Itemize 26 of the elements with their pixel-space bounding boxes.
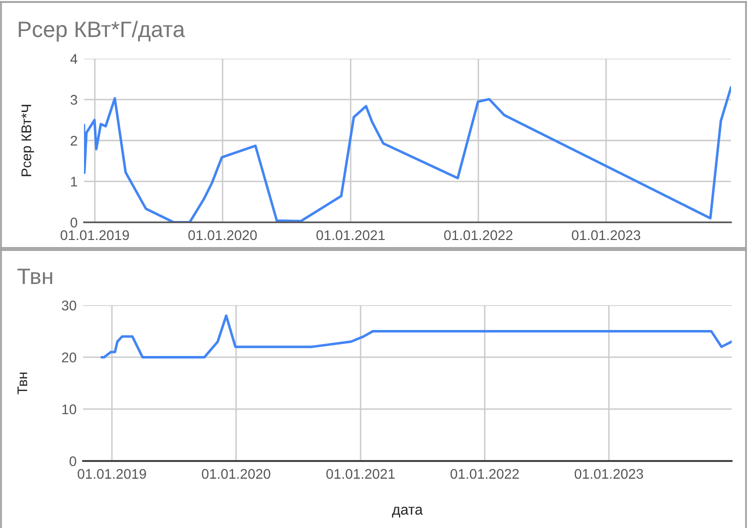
x-tick-label: 01.01.2023 (572, 230, 640, 240)
x-tick-label: 01.01.2020 (188, 230, 257, 240)
x-tick-label: 01.01.2022 (444, 230, 512, 240)
y-tick-label: 4 (70, 54, 78, 64)
y-tick-label: 30 (62, 300, 76, 310)
y-tick-label: 0 (70, 456, 76, 466)
y-axis-title: Рсер КВт*Ч (22, 104, 34, 176)
chart-title: Рсер КВт*Г/дата (18, 20, 185, 42)
x-tick-label: 01.01.2023 (574, 469, 644, 479)
x-tick-label: 01.01.2019 (78, 469, 146, 479)
x-tick-label: 01.01.2020 (202, 469, 270, 479)
line-series (84, 86, 731, 222)
x-tick-label: 01.01.2021 (326, 469, 395, 479)
y-tick-label: 1 (71, 176, 78, 186)
chart-title: Твн (18, 268, 52, 284)
x-axis-title: дата (392, 506, 423, 518)
line-series (100, 314, 732, 358)
y-axis-title: Твн (18, 372, 28, 394)
y-tick-label: 3 (70, 94, 78, 105)
x-tick-label: 01.01.2019 (60, 230, 129, 240)
y-tick-label: 2 (70, 136, 78, 146)
x-tick-label: 01.01.2022 (450, 469, 519, 479)
y-tick-label: 20 (62, 352, 76, 362)
y-tick-label: 10 (62, 404, 76, 414)
x-tick-label: 01.01.2021 (316, 230, 385, 240)
y-tick-label: 0 (70, 218, 78, 228)
